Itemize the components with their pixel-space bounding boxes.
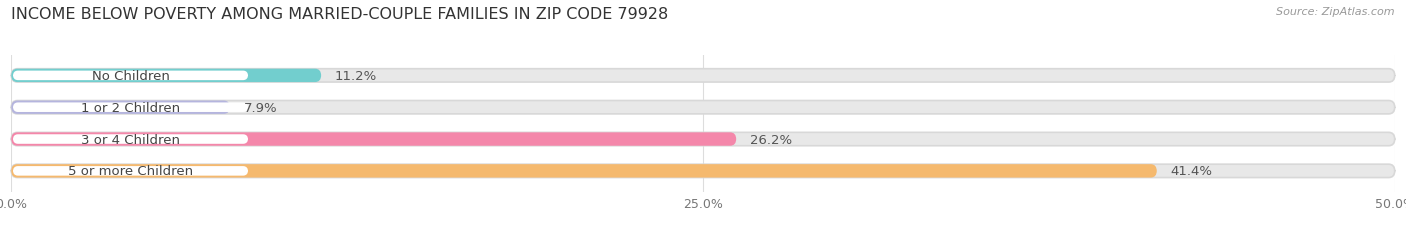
FancyBboxPatch shape: [11, 164, 1395, 178]
FancyBboxPatch shape: [11, 164, 1157, 178]
Text: 7.9%: 7.9%: [243, 101, 277, 114]
Text: INCOME BELOW POVERTY AMONG MARRIED-COUPLE FAMILIES IN ZIP CODE 79928: INCOME BELOW POVERTY AMONG MARRIED-COUPL…: [11, 7, 668, 22]
FancyBboxPatch shape: [11, 101, 229, 114]
FancyBboxPatch shape: [13, 71, 247, 81]
FancyBboxPatch shape: [13, 103, 247, 112]
FancyBboxPatch shape: [11, 101, 1395, 114]
Text: 3 or 4 Children: 3 or 4 Children: [82, 133, 180, 146]
Text: Source: ZipAtlas.com: Source: ZipAtlas.com: [1277, 7, 1395, 17]
FancyBboxPatch shape: [11, 133, 1395, 146]
FancyBboxPatch shape: [13, 166, 247, 176]
Text: 26.2%: 26.2%: [749, 133, 792, 146]
FancyBboxPatch shape: [11, 133, 737, 146]
Text: 11.2%: 11.2%: [335, 70, 377, 82]
Text: No Children: No Children: [91, 70, 170, 82]
FancyBboxPatch shape: [11, 69, 321, 83]
Text: 1 or 2 Children: 1 or 2 Children: [82, 101, 180, 114]
FancyBboxPatch shape: [13, 135, 247, 144]
Text: 5 or more Children: 5 or more Children: [67, 165, 193, 178]
FancyBboxPatch shape: [11, 69, 1395, 83]
Text: 41.4%: 41.4%: [1171, 165, 1212, 178]
